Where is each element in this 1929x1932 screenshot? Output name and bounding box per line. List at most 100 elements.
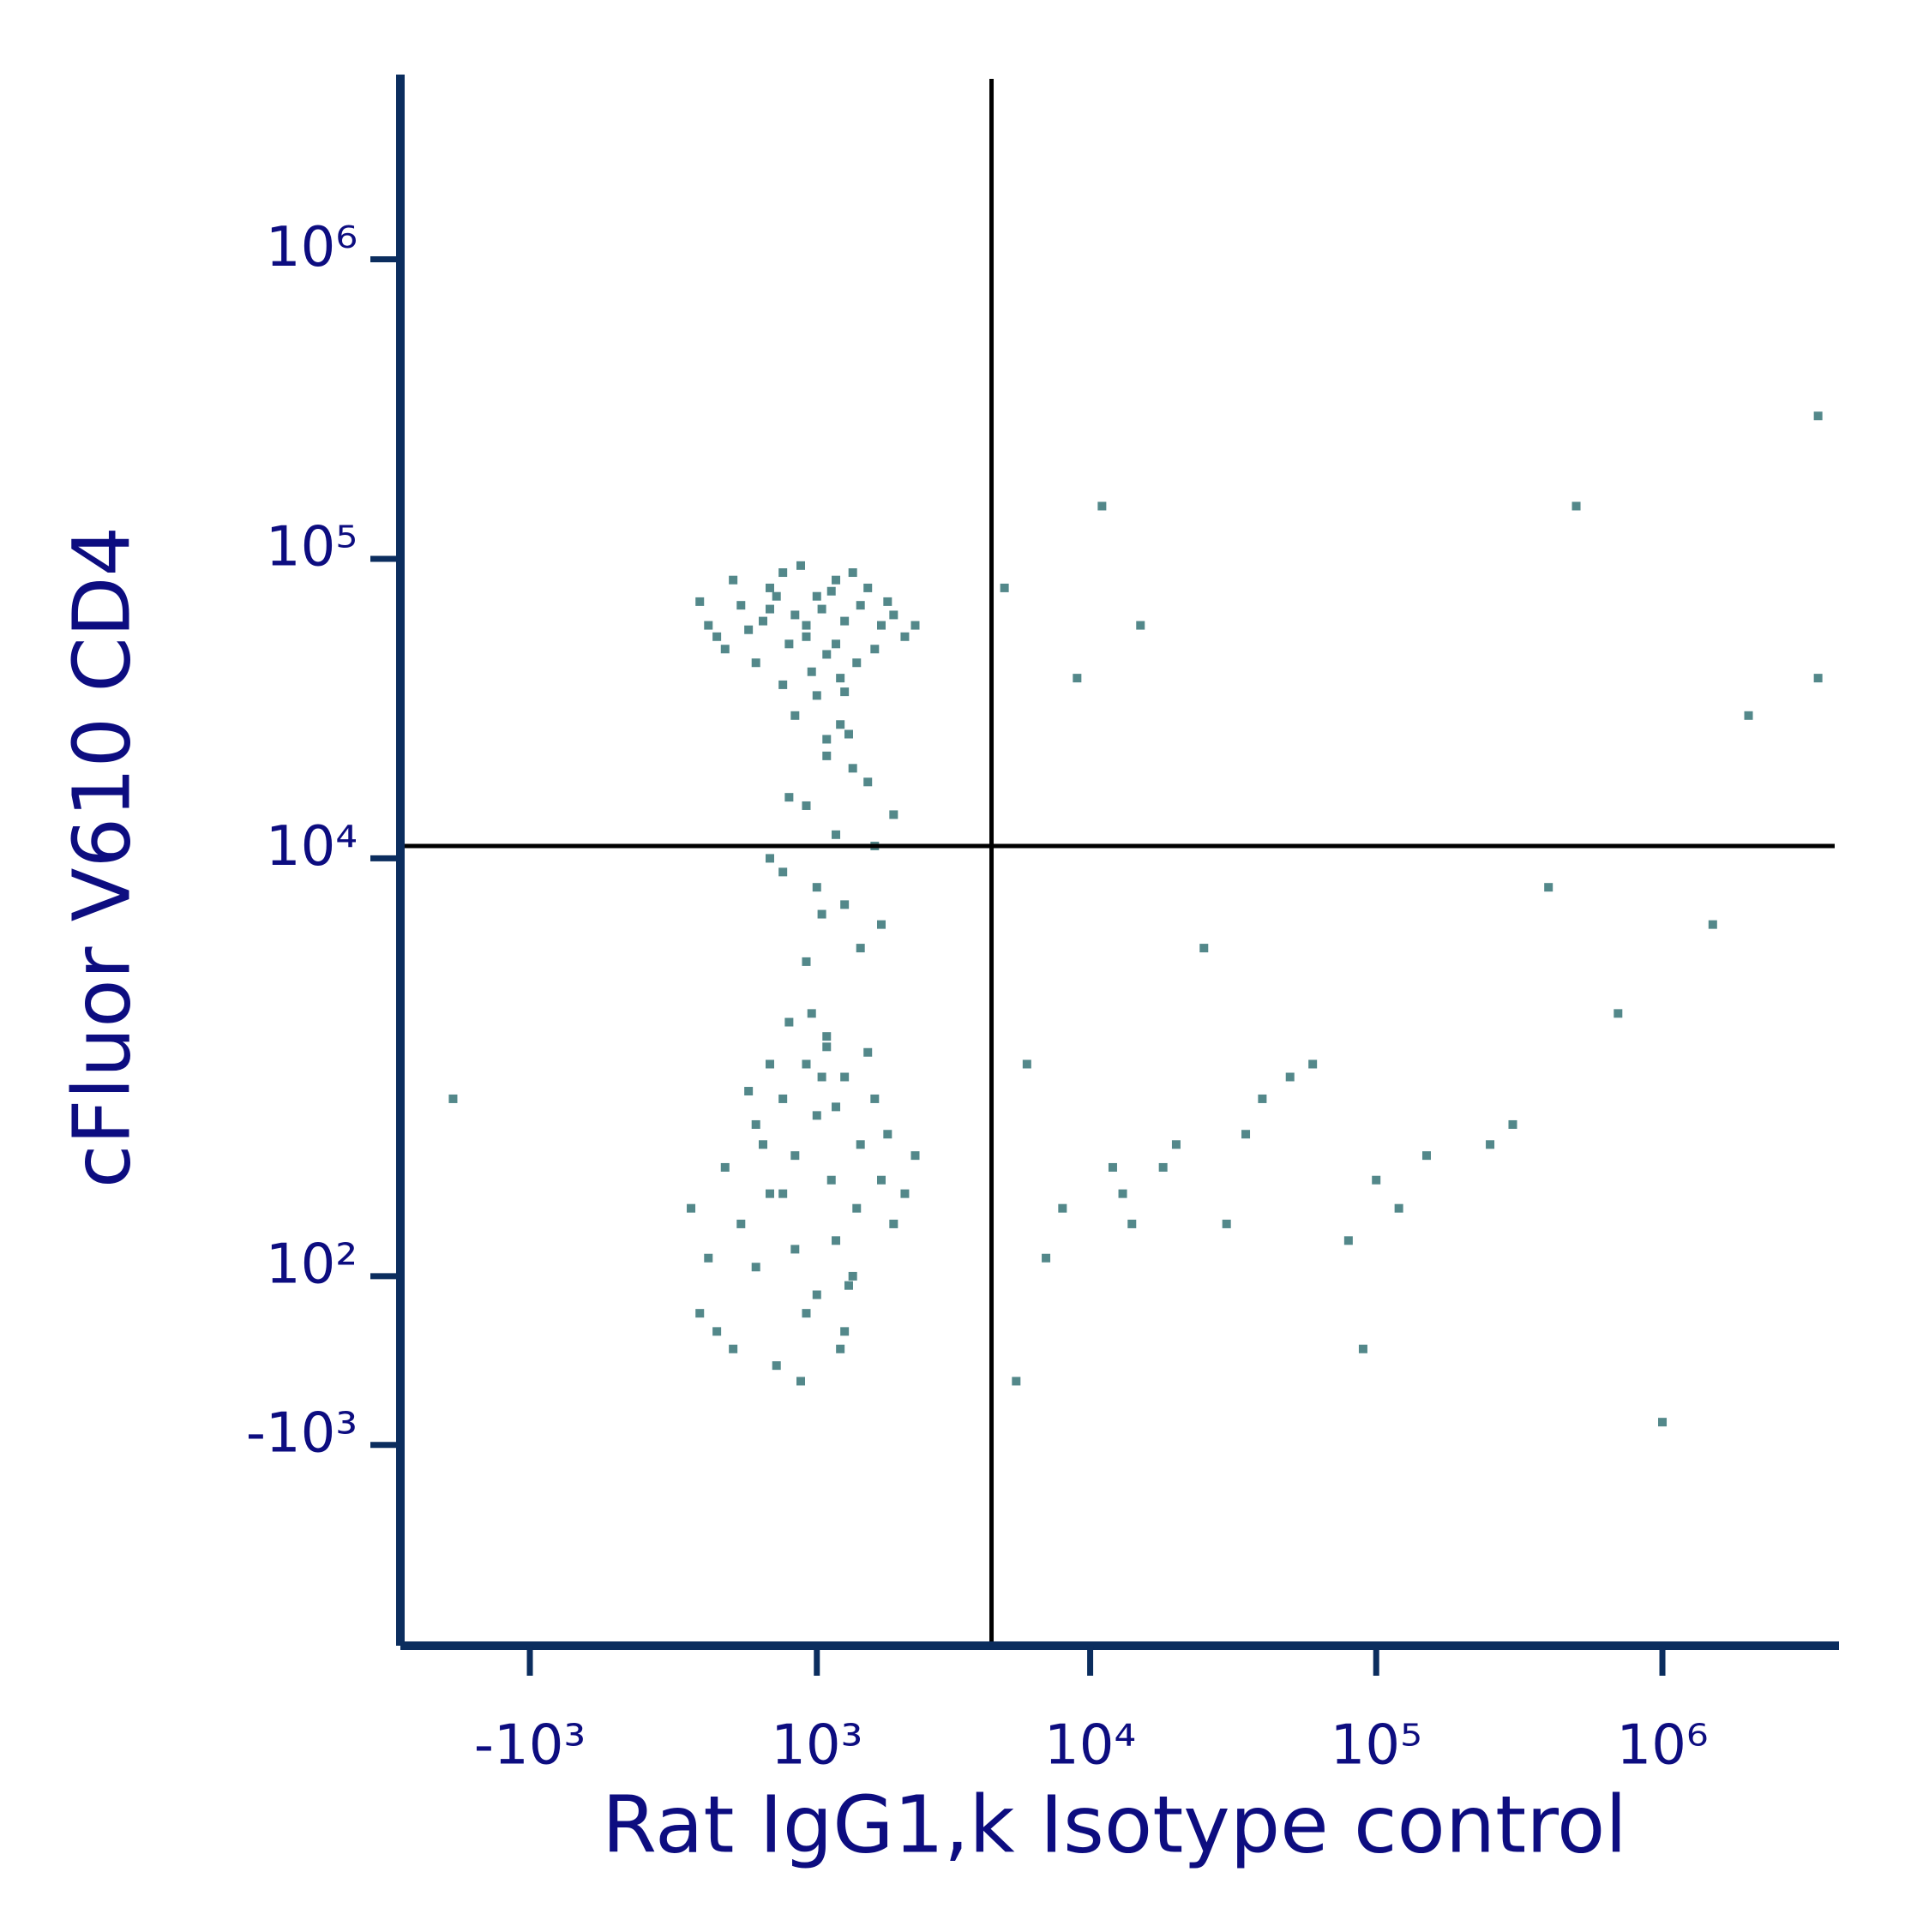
data-point — [836, 720, 845, 729]
data-point — [1171, 1140, 1181, 1149]
data-point — [1708, 920, 1717, 929]
data-point — [704, 621, 713, 630]
data-point — [876, 1175, 886, 1185]
data-point — [720, 645, 730, 654]
data-point — [687, 1203, 696, 1213]
data-point — [1658, 1418, 1668, 1427]
data-point — [784, 1017, 794, 1027]
data-point — [751, 658, 760, 668]
data-point — [758, 616, 767, 626]
data-point — [1544, 883, 1553, 892]
x-tick-label: 10⁶ — [1616, 1714, 1708, 1778]
data-point — [848, 1271, 857, 1281]
data-point — [863, 583, 873, 592]
data-point — [751, 1119, 760, 1129]
data-point — [778, 1094, 788, 1103]
data-point — [889, 810, 898, 819]
x-axis-label: Rat IgG1,k Isotype control — [602, 1779, 1627, 1870]
data-point — [695, 1309, 705, 1318]
data-point — [870, 645, 880, 654]
data-point — [765, 1189, 774, 1198]
data-point — [812, 691, 821, 700]
data-point — [1394, 1203, 1403, 1213]
data-point — [1158, 1162, 1168, 1172]
data-point — [822, 735, 832, 744]
data-point — [1486, 1140, 1495, 1149]
data-point — [790, 1151, 800, 1161]
data-point — [1372, 1175, 1381, 1185]
data-point — [744, 625, 754, 634]
data-point — [1136, 621, 1145, 630]
data-point — [856, 944, 865, 953]
data-point — [870, 1094, 880, 1103]
data-point — [856, 1140, 865, 1149]
data-point — [1421, 1151, 1431, 1161]
data-point — [817, 909, 826, 919]
data-point — [765, 583, 774, 592]
data-point — [778, 867, 788, 877]
data-point — [1258, 1094, 1267, 1103]
data-point — [900, 632, 910, 641]
data-point — [778, 680, 788, 689]
data-point — [1058, 1203, 1067, 1213]
data-point — [1571, 501, 1581, 511]
data-point — [1000, 583, 1009, 592]
data-point — [1127, 1219, 1137, 1228]
data-point — [1118, 1189, 1127, 1198]
data-point — [889, 610, 898, 620]
data-point — [772, 591, 781, 601]
data-point — [1308, 1059, 1318, 1069]
data-point — [826, 586, 836, 596]
data-point — [817, 1072, 826, 1082]
data-point — [729, 1344, 738, 1353]
data-point — [704, 1253, 713, 1263]
data-point — [876, 621, 886, 630]
data-point — [840, 1327, 850, 1336]
data-point — [832, 1236, 841, 1245]
data-point — [784, 639, 794, 649]
data-point — [1813, 674, 1823, 683]
data-point — [802, 621, 811, 630]
data-point — [712, 632, 722, 641]
data-point — [863, 777, 873, 787]
data-point — [910, 621, 920, 630]
y-tick-label: -10³ — [246, 1401, 358, 1465]
data-point — [802, 801, 811, 810]
data-point — [1813, 411, 1823, 421]
data-point — [751, 1263, 760, 1272]
data-point — [790, 610, 800, 620]
data-point — [832, 575, 841, 585]
data-point — [1241, 1130, 1251, 1139]
data-point — [807, 1009, 816, 1018]
data-point — [1108, 1162, 1117, 1172]
y-tick-label: 10² — [266, 1233, 358, 1297]
x-tick-label: -10³ — [474, 1714, 586, 1778]
y-tick-label: 10⁵ — [266, 516, 358, 579]
data-point — [796, 1377, 806, 1386]
data-point — [695, 597, 705, 606]
data-point — [790, 1245, 800, 1254]
data-point — [736, 601, 746, 610]
data-point — [802, 1059, 811, 1069]
data-point — [822, 1032, 832, 1041]
data-point — [802, 632, 811, 641]
data-point — [836, 674, 845, 683]
data-point — [1358, 1344, 1367, 1353]
data-point — [784, 793, 794, 802]
data-point — [1285, 1072, 1295, 1082]
x-tick-label: 10⁵ — [1331, 1714, 1422, 1778]
data-point — [822, 1042, 832, 1052]
data-point — [840, 616, 850, 626]
data-point — [772, 1361, 781, 1371]
data-point — [848, 764, 857, 773]
y-tick-label: 10⁶ — [266, 216, 358, 279]
data-point — [889, 1219, 898, 1228]
data-point — [802, 1309, 811, 1318]
data-point — [448, 1094, 458, 1103]
data-point — [765, 604, 774, 614]
data-point — [802, 957, 811, 966]
data-point — [832, 830, 841, 839]
data-point — [765, 854, 774, 863]
data-point — [876, 920, 886, 929]
